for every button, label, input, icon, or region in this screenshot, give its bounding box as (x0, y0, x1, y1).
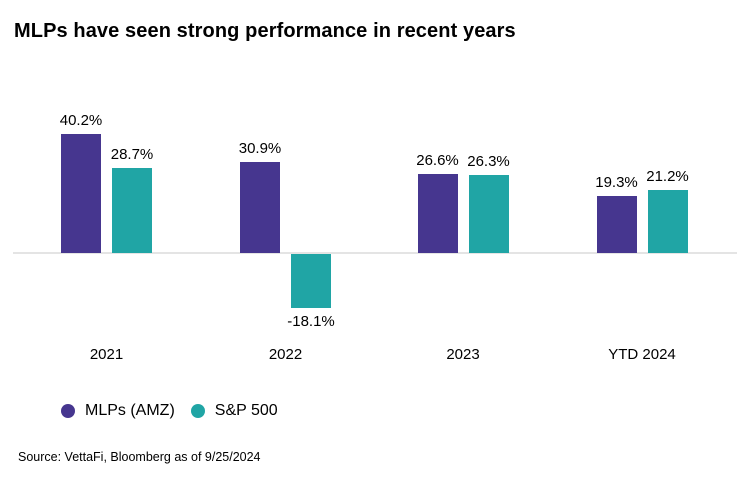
value-label-mlps-2023: 26.6% (416, 152, 459, 170)
legend-marker-sp500-icon (190, 403, 205, 418)
bar-sp500-2023 (468, 175, 509, 253)
bar-sp500-2021 (112, 168, 152, 253)
legend-item-mlps: MLPs (AMZ) (61, 401, 175, 420)
legend-marker-mlps-icon (61, 403, 75, 418)
value-label-sp500-2021: 28.7% (110, 146, 154, 164)
value-label-sp500-2023: 26.3% (467, 153, 510, 171)
category-label-2021: 2021 (89, 346, 124, 363)
legend-item-sp500: S&P 500 (190, 401, 278, 420)
bar-sp500-2022 (291, 254, 331, 308)
legend-label-sp500: S&P 500 (214, 402, 278, 419)
legend: MLPs (AMZ) S&P 500 (61, 401, 278, 420)
page-title: MLPs have seen strong performance in rec… (14, 20, 516, 42)
value-label-mlps-2021: 40.2% (59, 112, 103, 129)
legend-label-mlps: MLPs (AMZ) (85, 402, 175, 419)
source-note: Source: VettaFi, Bloomberg as of 9/25/20… (18, 450, 261, 464)
value-label-mlps-ytd-2024: 19.3% (595, 173, 638, 191)
value-label-sp500-ytd-2024: 21.2% (646, 168, 689, 186)
bar-mlps-2022 (240, 161, 280, 253)
category-label-2022: 2022 (268, 346, 303, 363)
value-label-mlps-2022: 30.9% (238, 139, 282, 157)
bar-mlps-2023 (417, 174, 458, 253)
bar-mlps-ytd-2024 (596, 195, 637, 253)
bar-mlps-2021 (61, 134, 101, 253)
category-label-2023: 2023 (446, 346, 480, 363)
category-label-ytd-2024: YTD 2024 (608, 346, 676, 363)
bar-sp500-ytd-2024 (647, 190, 688, 253)
value-label-sp500-2022: -18.1% (287, 312, 335, 330)
zero-axis-line (13, 252, 737, 254)
